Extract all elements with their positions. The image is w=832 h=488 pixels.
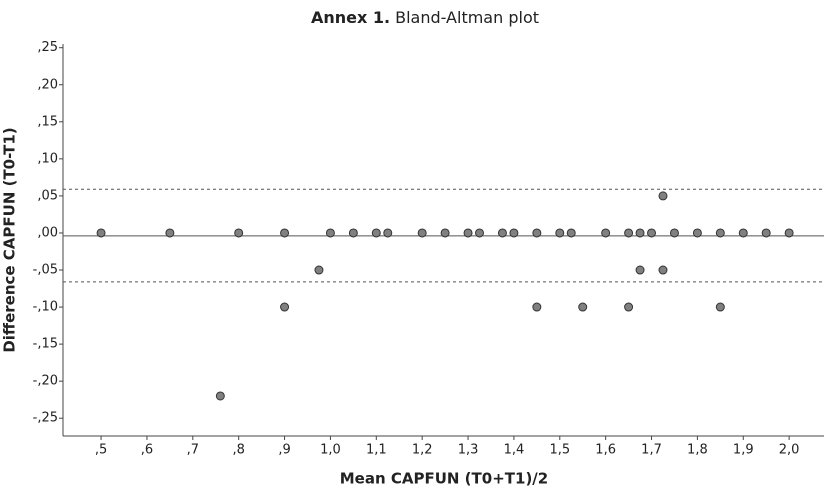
x-tick-label: 1,1	[366, 443, 387, 458]
point	[624, 228, 634, 238]
point	[566, 228, 576, 238]
point	[463, 228, 473, 238]
point	[601, 228, 611, 238]
point	[475, 228, 485, 238]
point	[692, 228, 702, 238]
title-prefix: Annex 1.	[311, 8, 390, 27]
x-tick-label: 1,5	[549, 443, 570, 458]
point	[715, 302, 725, 312]
x-tick-label: 1,2	[412, 443, 433, 458]
x-tick-label: 1,8	[687, 443, 708, 458]
point	[280, 302, 290, 312]
point	[215, 391, 225, 401]
point	[578, 302, 588, 312]
x-tick-label: 1,9	[733, 443, 754, 458]
x-tick-label: ,5	[95, 443, 107, 458]
point	[738, 228, 748, 238]
point	[325, 228, 335, 238]
point	[383, 228, 393, 238]
y-axis-label: Difference CAPFUN (T0-T1)	[1, 127, 19, 352]
point	[658, 265, 668, 275]
x-tick-label: ,7	[187, 443, 199, 458]
x-tick-label: ,9	[278, 443, 290, 458]
x-tick-label: ,8	[232, 443, 244, 458]
x-tick-label: 1,6	[595, 443, 616, 458]
point	[658, 191, 668, 201]
point	[314, 265, 324, 275]
point	[371, 228, 381, 238]
point	[532, 302, 542, 312]
point	[509, 228, 519, 238]
point	[624, 302, 634, 312]
point	[555, 228, 565, 238]
point	[669, 228, 679, 238]
point	[532, 228, 542, 238]
point	[417, 228, 427, 238]
x-tick-label: ,6	[141, 443, 153, 458]
point	[348, 228, 358, 238]
title-text: Bland-Altman plot	[395, 8, 539, 27]
x-tick-label: 2,0	[779, 443, 800, 458]
y-tick-label: -,20	[33, 374, 58, 389]
point	[96, 228, 106, 238]
point	[635, 265, 645, 275]
point	[165, 228, 175, 238]
point	[647, 228, 657, 238]
y-tick-label: -,25	[33, 411, 58, 426]
point	[761, 228, 771, 238]
y-tick-label: -,10	[33, 300, 58, 315]
point	[234, 228, 244, 238]
chart-title: Annex 1. Bland-Altman plot	[311, 8, 539, 27]
point	[715, 228, 725, 238]
x-tick-label: 1,0	[320, 443, 341, 458]
y-tick-label: ,05	[37, 188, 58, 203]
x-tick-label: 1,4	[504, 443, 525, 458]
y-tick-label: -,15	[33, 337, 58, 352]
x-tick-label: 1,3	[458, 443, 479, 458]
point	[497, 228, 507, 238]
x-axis-label: Mean CAPFUN (T0+T1)/2	[340, 470, 548, 488]
y-tick-label: ,15	[37, 114, 58, 129]
y-tick-label: -,05	[33, 263, 58, 278]
point	[440, 228, 450, 238]
y-tick-label: ,10	[37, 151, 58, 166]
y-tick-label: ,25	[37, 40, 58, 55]
x-tick-label: 1,7	[641, 443, 662, 458]
point	[635, 228, 645, 238]
point	[280, 228, 290, 238]
y-tick-label: ,20	[37, 77, 58, 92]
y-tick-label: ,00	[37, 225, 58, 240]
point	[784, 228, 794, 238]
